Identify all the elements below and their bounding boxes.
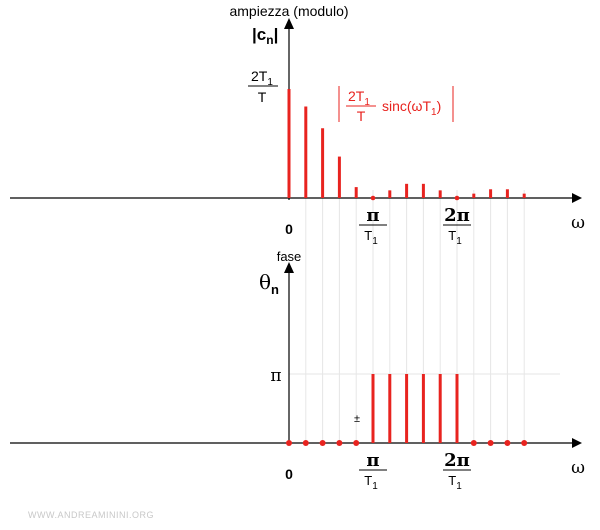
phase-stem [353,440,360,446]
amplitude-x-ticks: 0 π T1 2π T1 [285,205,471,247]
amplitude-x-tick-label: 2π [444,205,470,226]
phase-y-tick-pi: π [270,366,281,386]
phase-stem [286,440,292,446]
formula-numerator: 2T1 [348,88,370,108]
amplitude-chart-title: ampiezza (modulo) [229,3,348,19]
phase-stem [504,440,511,446]
phase-stem [319,440,326,446]
amplitude-x-tick-denominator: T1 [448,228,462,247]
amplitude-y-tick: 2T1 T [248,68,278,105]
phase-x-arrow [572,438,582,448]
amplitude-y-axis-label: |cn| [252,25,278,47]
phase-x-tick-denominator: T1 [364,473,378,492]
formula-function: sinc(ωT1) [382,98,441,118]
phase-stem [336,440,343,446]
phase-x-tick-label: 2π [444,450,470,471]
phase-x-axis-label: ω [571,458,585,478]
amplitude-x-tick-label: π [366,205,379,226]
grid-lines [289,190,560,443]
phase-stem [487,440,494,446]
watermark: WWW.ANDREAMININI.ORG [28,510,154,520]
phase-x-tick-denominator: T1 [448,473,462,492]
amplitude-x-axis-label: ω [571,213,585,233]
amplitude-stem [454,195,460,201]
formula-denominator: T [357,108,366,124]
phase-chart-title: fase [277,249,302,264]
phase-stem [470,440,477,446]
amplitude-stem [370,195,376,201]
amplitude-x-tick-denominator: T1 [364,228,378,247]
phase-stems [286,374,528,446]
phase-stem [521,440,528,446]
amplitude-stems [287,89,526,201]
phase-y-axis-label: θn [259,270,279,297]
amplitude-y-arrow [284,18,294,29]
amplitude-x-arrow [572,193,582,203]
phase-stem [302,440,309,446]
formula-annotation: 2T1 T sinc(ωT1) [338,86,454,124]
phase-y-arrow [284,262,294,273]
phase-x-ticks: 0 π T1 2π T1 [285,450,471,492]
phase-chart: fase θn π ± ω 0 π T1 2π T1 [10,249,585,492]
amplitude-x-tick-label: 0 [285,221,293,237]
amplitude-chart: ampiezza (modulo) |cn| 2T1 T 2T1 T sinc(… [10,3,585,247]
phase-x-tick-label: π [366,450,379,471]
y-tick-numerator: 2T1 [251,68,273,88]
phase-x-tick-label: 0 [285,466,293,482]
plus-minus-label: ± [354,413,360,425]
y-tick-denominator: T [258,89,267,105]
